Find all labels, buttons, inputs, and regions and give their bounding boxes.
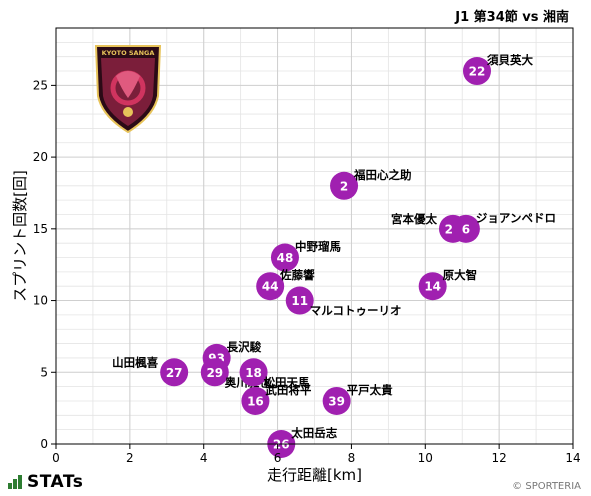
stats-brand: STATs [8, 472, 83, 492]
point-marker [285, 286, 314, 315]
point-number: 27 [166, 366, 183, 380]
point-marker [241, 386, 270, 415]
point-marker [462, 57, 491, 86]
point-number: 44 [262, 280, 279, 294]
point-label: 佐藤響 [279, 268, 315, 282]
point-number: 16 [247, 394, 264, 408]
point-number: 22 [469, 65, 486, 79]
point-label: 原大智 [443, 268, 478, 282]
x-tick-label: 8 [348, 451, 356, 465]
point-number: 14 [424, 280, 441, 294]
brand-text: STATs [27, 472, 84, 492]
y-axis-label: スプリント回数[回] [11, 170, 29, 302]
point-label: マルコトゥーリオ [310, 304, 402, 318]
y-tick-label: 25 [33, 78, 48, 92]
point-number: 48 [277, 251, 294, 265]
x-tick-label: 14 [565, 451, 580, 465]
point-label: 長沢駿 [227, 340, 262, 354]
point-marker [160, 358, 189, 387]
stats-bars-icon [8, 475, 22, 489]
data-points: 22須貝英大2福田心之助24宮本優太6ジョアンペドロ48中野瑠馬44佐藤響14原… [112, 53, 556, 458]
point-label: 平戸太貴 [347, 383, 393, 397]
point-label: 須貝英大 [486, 53, 533, 67]
y-tick-label: 5 [40, 365, 48, 379]
point-marker [330, 171, 359, 200]
point-number: 39 [328, 394, 345, 408]
plot-frame [55, 27, 574, 445]
x-axis-ticks: 0 2 4 6 8 10 12 14 [52, 444, 581, 465]
player-point: 2 福田心之助 [330, 168, 412, 200]
point-number: 6 [462, 222, 470, 236]
point-label: 松田天馬 [264, 375, 310, 389]
point-marker [256, 272, 285, 301]
point-label: 山田楓喜 [112, 355, 158, 369]
copyright: © SPORTERIA [512, 481, 581, 492]
point-marker [239, 358, 268, 387]
point-number: 11 [291, 294, 308, 308]
point-marker [451, 214, 480, 243]
crest-text: KYOTO SANGA [102, 49, 155, 57]
player-point: 27 山田楓喜 [112, 355, 189, 387]
y-tick-label: 20 [33, 150, 48, 164]
point-label: 宮本優太 [391, 212, 437, 226]
point-number: 29 [206, 366, 223, 380]
point-number: 2 [340, 179, 348, 193]
point-marker [270, 243, 299, 272]
crest-phoenix-wing [116, 71, 140, 98]
point-marker [322, 386, 351, 415]
point-label: 太田岳志 [290, 426, 337, 440]
point-label: 中野瑠馬 [295, 240, 341, 254]
y-tick-label: 0 [40, 437, 48, 451]
point-marker [418, 272, 447, 301]
point-number: 18 [245, 366, 262, 380]
x-tick-label: 0 [52, 451, 60, 465]
y-tick-label: 10 [33, 294, 48, 308]
x-tick-label: 6 [274, 451, 282, 465]
point-label: 福田心之助 [353, 168, 412, 182]
y-tick-label: 15 [33, 222, 48, 236]
match-subtitle: J1 第34節 vs 湘南 [455, 10, 569, 25]
x-tick-label: 12 [492, 451, 507, 465]
y-axis-ticks: 0 5 10 15 20 25 [33, 78, 56, 451]
point-label: ジョアンペドロ [476, 211, 556, 225]
crest-emblem [123, 107, 133, 117]
x-tick-label: 4 [200, 451, 208, 465]
x-axis-label: 走行距離[km] [267, 466, 362, 484]
kyoto-sanga-crest-icon: KYOTO SANGA [94, 45, 162, 134]
x-tick-label: 10 [418, 451, 433, 465]
player-point: 6 ジョアンペドロ [451, 211, 556, 243]
point-marker [200, 358, 229, 387]
x-tick-label: 2 [126, 451, 134, 465]
point-label: 武田将平 [265, 383, 311, 397]
